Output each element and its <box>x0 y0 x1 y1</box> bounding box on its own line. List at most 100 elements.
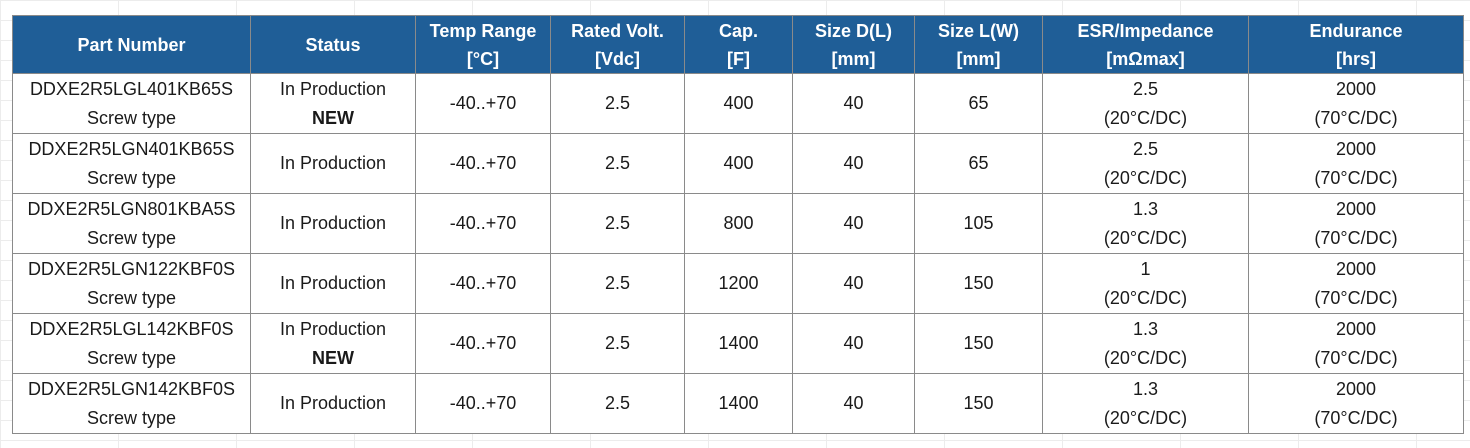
header-row: Part Number Status Temp Range [°C] Rated … <box>12 15 1464 74</box>
cell-size-d: 40 <box>792 373 915 434</box>
part-number: DDXE2R5LGL142KBF0S <box>29 318 234 339</box>
esr-condition: (20°C/DC) <box>1103 287 1188 308</box>
cell-rated-voltage: 2.5 <box>550 313 685 374</box>
cell-size-l: 150 <box>914 313 1043 374</box>
endurance-value: 2000 <box>1335 138 1377 159</box>
cell-capacitance: 400 <box>684 133 793 194</box>
endurance-condition: (70°C/DC) <box>1314 227 1398 248</box>
endurance-value: 2000 <box>1335 318 1377 339</box>
cell-size-d: 40 <box>792 73 915 134</box>
part-number: DDXE2R5LGN401KB65S <box>28 138 235 159</box>
cell-esr: 2.5 (20°C/DC) <box>1042 73 1249 134</box>
new-badge: NEW <box>312 347 354 368</box>
cell-size-d: 40 <box>792 253 915 314</box>
cell-size-d: 40 <box>792 133 915 194</box>
cell-status: In Production <box>250 133 416 194</box>
header-unit: [F] <box>727 48 750 69</box>
cell-size-d: 40 <box>792 193 915 254</box>
cell-size-d: 40 <box>792 313 915 374</box>
cell-part-number: DDXE2R5LGN142KBF0S Screw type <box>12 373 251 434</box>
esr-value: 1 <box>1140 258 1151 279</box>
header-esr-impedance: ESR/Impedance [mΩmax] <box>1042 15 1249 74</box>
header-unit: [Vdc] <box>595 48 640 69</box>
cell-temp-range: -40..+70 <box>415 193 551 254</box>
status-text: In Production <box>279 393 387 413</box>
header-label: ESR/Impedance <box>1077 20 1214 41</box>
esr-condition: (20°C/DC) <box>1103 167 1188 188</box>
cell-temp-range: -40..+70 <box>415 73 551 134</box>
part-type: Screw type <box>86 227 177 248</box>
cell-esr: 2.5 (20°C/DC) <box>1042 133 1249 194</box>
new-badge: NEW <box>312 107 354 128</box>
header-unit: [hrs] <box>1336 48 1376 69</box>
cell-size-l: 65 <box>914 73 1043 134</box>
cell-endurance: 2000 (70°C/DC) <box>1248 253 1464 314</box>
esr-value: 1.3 <box>1132 378 1159 399</box>
header-size-d: Size D(L) [mm] <box>792 15 915 74</box>
header-label: Cap. <box>718 20 758 41</box>
cell-endurance: 2000 (70°C/DC) <box>1248 313 1464 374</box>
status-text: In Production <box>279 318 387 339</box>
header-unit: [mΩmax] <box>1106 48 1185 69</box>
cell-endurance: 2000 (70°C/DC) <box>1248 193 1464 254</box>
cell-temp-range: -40..+70 <box>415 133 551 194</box>
header-capacitance: Cap. [F] <box>684 15 793 74</box>
cell-part-number: DDXE2R5LGN122KBF0S Screw type <box>12 253 251 314</box>
cell-endurance: 2000 (70°C/DC) <box>1248 73 1464 134</box>
header-temp-range: Temp Range [°C] <box>415 15 551 74</box>
header-label: Rated Volt. <box>571 20 664 41</box>
endurance-value: 2000 <box>1335 78 1377 99</box>
cell-part-number: DDXE2R5LGL401KB65S Screw type <box>12 73 251 134</box>
cell-rated-voltage: 2.5 <box>550 133 685 194</box>
header-label: Part Number <box>77 34 186 55</box>
part-number: DDXE2R5LGN142KBF0S <box>27 378 236 399</box>
cell-size-l: 150 <box>914 373 1043 434</box>
part-type: Screw type <box>86 287 177 308</box>
part-type: Screw type <box>86 167 177 188</box>
cell-rated-voltage: 2.5 <box>550 193 685 254</box>
cell-part-number: DDXE2R5LGN801KBA5S Screw type <box>12 193 251 254</box>
esr-value: 2.5 <box>1132 78 1159 99</box>
cell-temp-range: -40..+70 <box>415 313 551 374</box>
part-type: Screw type <box>86 107 177 128</box>
esr-condition: (20°C/DC) <box>1103 347 1188 368</box>
header-label: Temp Range <box>429 20 537 41</box>
esr-condition: (20°C/DC) <box>1103 227 1188 248</box>
endurance-value: 2000 <box>1335 378 1377 399</box>
endurance-condition: (70°C/DC) <box>1314 347 1398 368</box>
endurance-value: 2000 <box>1335 258 1377 279</box>
table-row: DDXE2R5LGL401KB65S Screw type In Producti… <box>12 73 1464 134</box>
cell-rated-voltage: 2.5 <box>550 73 685 134</box>
cell-esr: 1.3 (20°C/DC) <box>1042 313 1249 374</box>
header-part-number: Part Number <box>12 15 251 74</box>
header-label: Size D(L) <box>814 20 892 41</box>
cell-rated-voltage: 2.5 <box>550 253 685 314</box>
part-type: Screw type <box>86 347 177 368</box>
cell-capacitance: 1400 <box>684 373 793 434</box>
cell-size-l: 65 <box>914 133 1043 194</box>
endurance-condition: (70°C/DC) <box>1314 107 1398 128</box>
cell-part-number: DDXE2R5LGL142KBF0S Screw type <box>12 313 251 374</box>
cell-size-l: 150 <box>914 253 1043 314</box>
cell-capacitance: 800 <box>684 193 793 254</box>
status-text: In Production <box>279 153 387 173</box>
cell-endurance: 2000 (70°C/DC) <box>1248 133 1464 194</box>
cell-endurance: 2000 (70°C/DC) <box>1248 373 1464 434</box>
table-row: DDXE2R5LGN401KB65S Screw type In Producti… <box>12 133 1464 194</box>
product-table: Part Number Status Temp Range [°C] Rated … <box>12 15 1464 434</box>
product-table-container: Part Number Status Temp Range [°C] Rated … <box>12 15 1464 434</box>
cell-status: In Production NEW <box>250 313 416 374</box>
table-row: DDXE2R5LGN801KBA5S Screw type In Producti… <box>12 193 1464 254</box>
cell-status: In Production <box>250 193 416 254</box>
header-label: Size L(W) <box>938 20 1019 41</box>
cell-rated-voltage: 2.5 <box>550 373 685 434</box>
header-status: Status <box>250 15 416 74</box>
cell-status: In Production NEW <box>250 73 416 134</box>
header-unit: [mm] <box>831 48 876 69</box>
endurance-condition: (70°C/DC) <box>1314 167 1398 188</box>
part-number: DDXE2R5LGL401KB65S <box>29 78 234 99</box>
esr-condition: (20°C/DC) <box>1103 407 1188 428</box>
cell-capacitance: 400 <box>684 73 793 134</box>
part-number: DDXE2R5LGN801KBA5S <box>27 198 236 219</box>
esr-value: 1.3 <box>1132 198 1159 219</box>
